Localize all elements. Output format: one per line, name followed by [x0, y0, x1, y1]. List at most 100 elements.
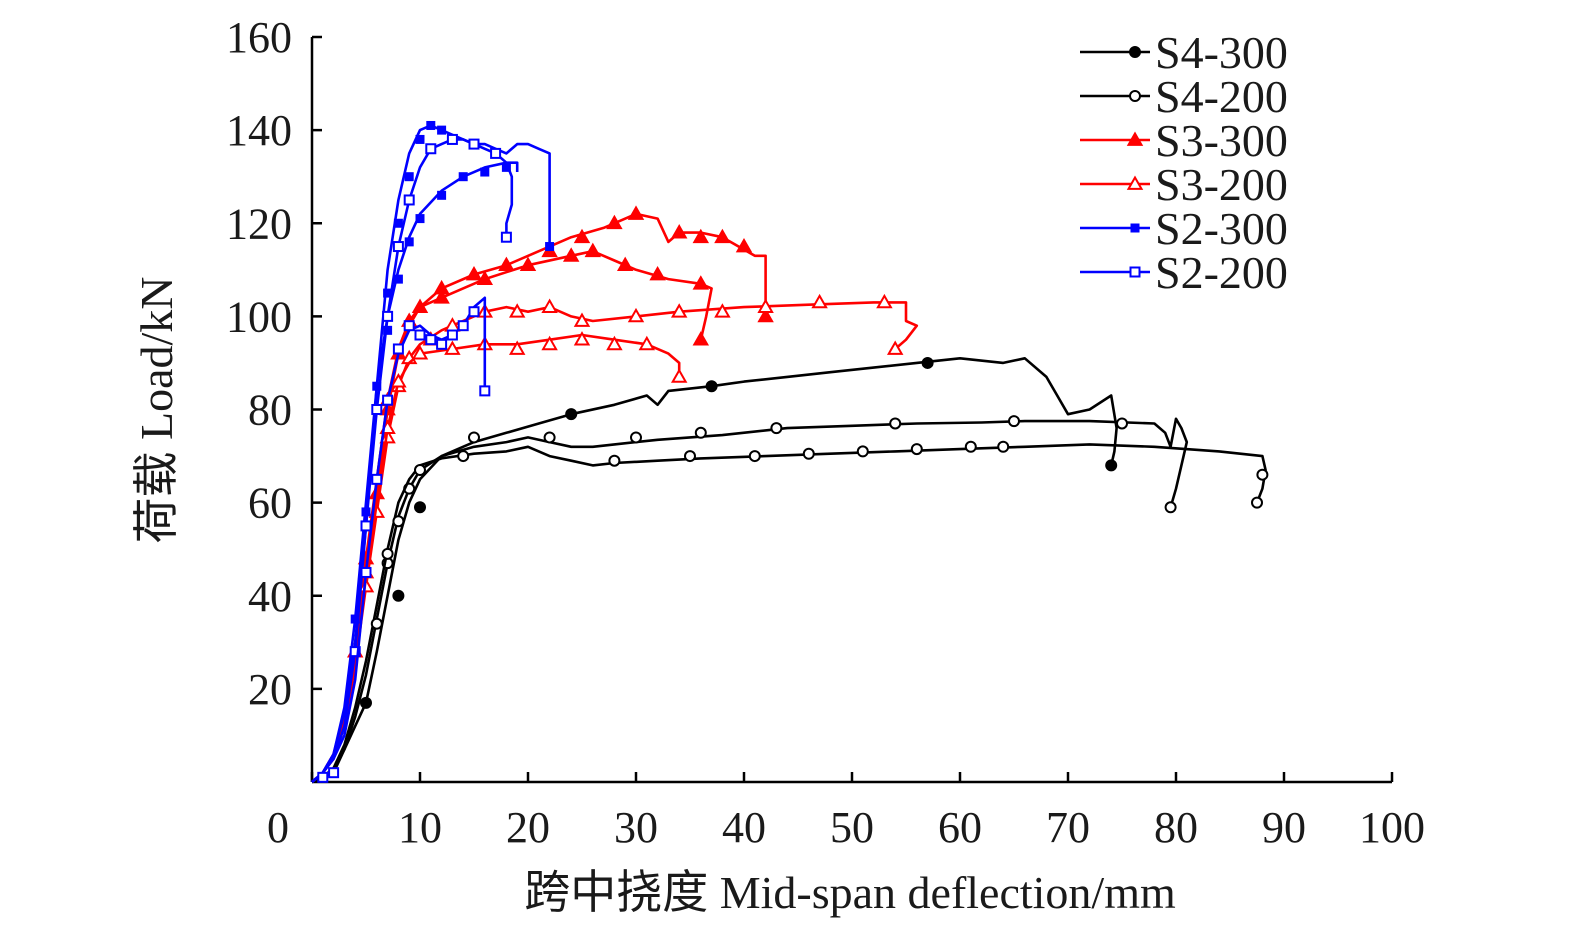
- data-point-marker: [921, 356, 934, 369]
- series-line: [311, 443, 1267, 784]
- data-point-marker: [508, 303, 526, 318]
- data-point-marker: [446, 133, 458, 145]
- x-tick-label: 20: [506, 803, 550, 852]
- series-s4-200: [311, 440, 1269, 784]
- data-point-marker: [541, 335, 558, 351]
- data-point-marker: [446, 329, 458, 341]
- data-point-marker: [476, 270, 494, 285]
- data-point-marker: [1129, 46, 1141, 58]
- data-point-marker: [543, 431, 556, 444]
- data-point-marker: [714, 303, 731, 318]
- data-point-marker: [735, 238, 753, 253]
- y-tick-label: 20: [248, 665, 292, 714]
- data-point-marker: [457, 450, 470, 463]
- data-point-marker: [360, 566, 372, 578]
- data-point-marker: [433, 289, 450, 304]
- series-line: [311, 296, 487, 783]
- series-s2-300: [311, 161, 519, 783]
- data-point-marker: [457, 320, 469, 332]
- data-point-marker: [1251, 496, 1263, 509]
- y-tick-label: 140: [226, 106, 292, 155]
- x-tick-label: 30: [614, 803, 658, 852]
- axes: 0 10 20 30 40 50 60 70 80 90 100 20 40 60 80 100 120 140 1…: [226, 13, 1425, 852]
- data-point-marker: [382, 394, 394, 406]
- data-point-marker: [1129, 266, 1141, 278]
- data-point-marker: [317, 771, 329, 783]
- x-tick-label: 40: [722, 803, 766, 852]
- data-point-marker: [404, 172, 414, 182]
- series-line: [311, 138, 514, 783]
- data-point-marker: [1256, 468, 1269, 481]
- data-point-marker: [458, 172, 468, 182]
- data-point-marker: [392, 241, 404, 253]
- data-point-marker: [638, 335, 656, 351]
- data-point-marker: [1008, 415, 1020, 428]
- data-point-marker: [414, 464, 426, 477]
- y-tick-label: 120: [226, 199, 292, 248]
- data-point-marker: [692, 228, 710, 244]
- series-s4-200: [311, 415, 1189, 784]
- data-point-marker: [371, 404, 383, 415]
- data-point-marker: [1164, 501, 1177, 514]
- x-tick-label: 60: [938, 803, 982, 852]
- data-point-marker: [437, 125, 447, 135]
- data-point-marker: [997, 440, 1010, 453]
- legend-item: S2-300: [1080, 203, 1288, 254]
- x-tick-label: 100: [1359, 803, 1425, 852]
- data-point-marker: [545, 242, 555, 252]
- data-point-marker: [606, 214, 623, 230]
- data-point-marker: [616, 256, 634, 272]
- series-s2-200: [311, 133, 514, 783]
- data-point-marker: [490, 147, 502, 159]
- data-point-marker: [393, 274, 403, 284]
- data-point-marker: [500, 231, 512, 243]
- data-point-marker: [692, 331, 710, 346]
- data-point-marker: [465, 265, 483, 281]
- data-point-marker: [381, 547, 394, 560]
- data-point-marker: [392, 589, 405, 602]
- series-layer: [311, 120, 1269, 784]
- y-tick-label: 100: [226, 292, 292, 341]
- data-point-marker: [468, 431, 480, 444]
- data-point-marker: [426, 120, 436, 130]
- data-point-marker: [415, 134, 425, 144]
- y-tick-label: 60: [248, 479, 292, 528]
- series-line: [311, 357, 1118, 784]
- y-tick-label: 80: [248, 386, 292, 435]
- data-point-marker: [627, 307, 645, 323]
- data-point-marker: [468, 306, 480, 318]
- data-point-marker: [371, 473, 383, 485]
- data-point-marker: [370, 617, 383, 630]
- data-point-marker: [415, 214, 425, 224]
- data-point-marker: [1130, 223, 1140, 233]
- data-point-marker: [425, 143, 437, 155]
- series-s4-300: [311, 356, 1118, 784]
- legend-item: S3-200: [1080, 159, 1288, 210]
- data-point-marker: [468, 138, 480, 150]
- data-point-marker: [964, 440, 977, 453]
- x-tick-label: 90: [1262, 803, 1306, 852]
- data-point-marker: [565, 408, 578, 421]
- data-point-marker: [349, 646, 361, 658]
- x-tick-label: 70: [1046, 803, 1090, 852]
- data-point-marker: [811, 293, 828, 309]
- data-point-marker: [498, 256, 515, 272]
- legend-label: S2-300: [1155, 203, 1288, 254]
- data-point-marker: [705, 380, 718, 393]
- data-point-marker: [390, 373, 407, 388]
- data-point-marker: [684, 450, 696, 463]
- y-tick-label: 160: [226, 13, 292, 62]
- data-point-marker: [748, 450, 761, 463]
- data-point-marker: [403, 320, 415, 332]
- legend-label: S4-200: [1155, 71, 1288, 122]
- series-s3-200: [311, 293, 919, 783]
- x-tick-label: 0: [267, 803, 289, 852]
- data-point-marker: [573, 331, 591, 346]
- data-point-marker: [541, 298, 558, 313]
- data-point-marker: [889, 417, 902, 430]
- data-point-marker: [757, 298, 774, 313]
- legend-label: S4-300: [1155, 27, 1288, 78]
- data-point-marker: [393, 218, 403, 228]
- data-point-marker: [519, 256, 537, 272]
